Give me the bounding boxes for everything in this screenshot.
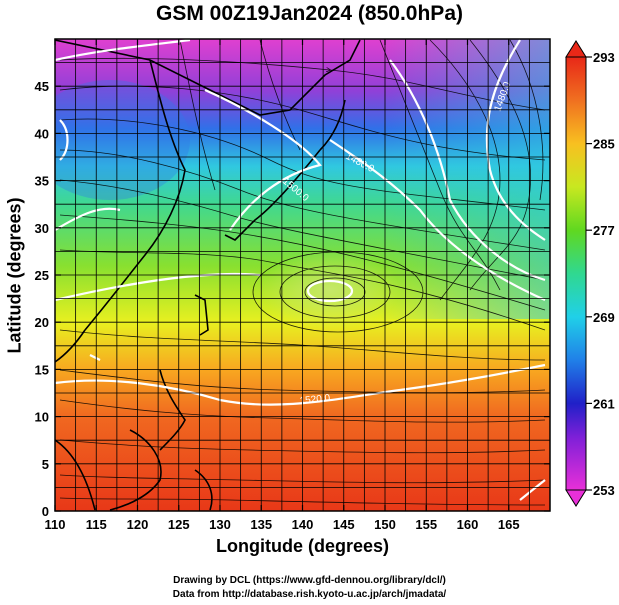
- y-tick-label: 30: [35, 221, 49, 236]
- y-tick-label: 5: [42, 457, 49, 472]
- y-tick-label: 40: [35, 126, 49, 141]
- x-tick-label: 120: [127, 517, 149, 532]
- y-tick-label: 45: [35, 79, 49, 94]
- x-tick-label: 165: [498, 517, 520, 532]
- x-tick-label: 140: [292, 517, 314, 532]
- x-tick-label: 125: [168, 517, 190, 532]
- x-axis-ticks: 110 115 120 125 130 135 140 145 150 155 160 165: [45, 39, 520, 532]
- chart-title: GSM 00Z19Jan2024 (850.0hPa): [155, 2, 463, 25]
- x-axis-label: Longitude (degrees): [215, 536, 389, 556]
- y-tick-label: 25: [35, 268, 49, 283]
- x-tick-label: 160: [457, 517, 479, 532]
- colorbar-tick-label: 277: [593, 223, 615, 238]
- colorbar: 253 261 269 277 285 293: [565, 40, 615, 507]
- x-tick-label: 150: [374, 517, 396, 532]
- x-tick-label: 115: [86, 517, 107, 532]
- colorbar-tick-label: 269: [593, 310, 615, 325]
- y-axis-label: Latitude (degrees): [4, 197, 25, 354]
- x-tick-label: 135: [250, 517, 272, 532]
- x-tick-label: 110: [45, 517, 66, 532]
- colorbar-tick-label: 293: [593, 50, 615, 65]
- x-tick-label: 155: [415, 517, 437, 532]
- credit-drawing: Drawing by DCL (https://www.gfd-dennou.o…: [173, 575, 446, 586]
- colorbar-max-arrow: [565, 40, 587, 58]
- y-axis-ticks: 0 5 10 15 20 25 30 35 40 45: [35, 79, 550, 519]
- lat-lon-grid: [54, 38, 551, 512]
- credit-data-source: Data from http://database.rish.kyoto-u.a…: [172, 589, 447, 600]
- y-tick-label: 20: [35, 315, 49, 330]
- colorbar-tick-label: 285: [593, 137, 615, 152]
- colorbar-min-arrow: [565, 489, 587, 507]
- x-tick-label: 145: [333, 517, 355, 532]
- y-tick-label: 15: [35, 362, 49, 377]
- colorbar-bar: [565, 56, 587, 491]
- colorbar-tick-label: 253: [593, 483, 615, 498]
- colorbar-tick-label: 261: [593, 396, 615, 411]
- y-tick-label: 0: [42, 504, 49, 519]
- y-tick-label: 10: [35, 410, 49, 425]
- x-tick-label: 130: [209, 517, 231, 532]
- y-tick-label: 35: [35, 174, 49, 189]
